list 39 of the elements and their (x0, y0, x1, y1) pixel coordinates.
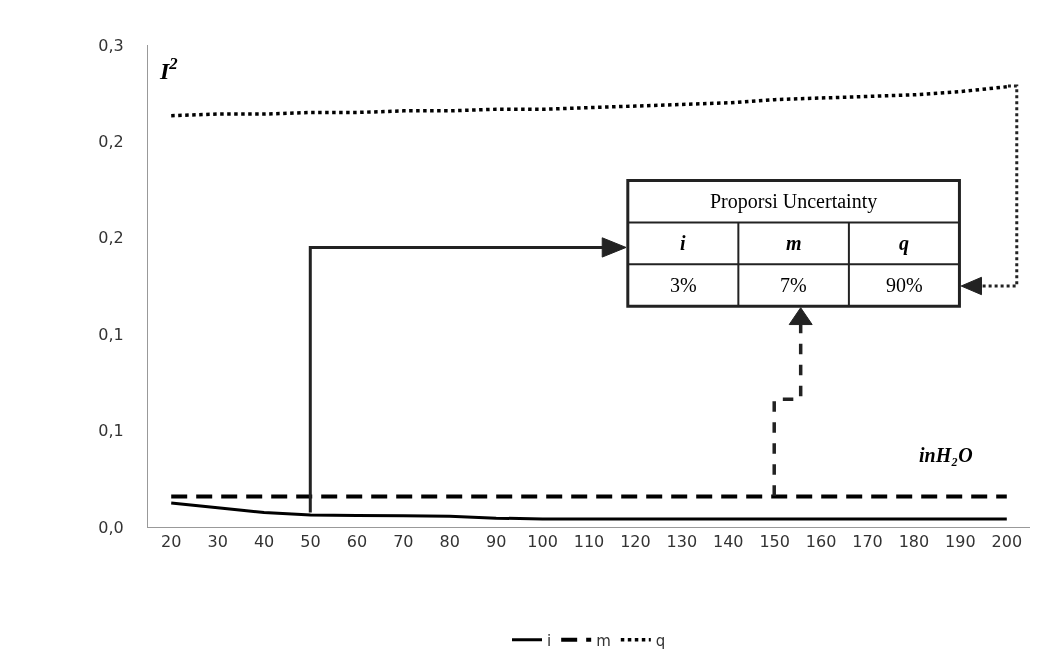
x-tick-label: 200 (991, 532, 1023, 552)
y-axis-title: I$^{2}$ (159, 54, 178, 85)
x-tick-label: 80 (439, 532, 460, 552)
x-tick-label: 30 (207, 532, 228, 552)
y-tick-label: 0,1 (98, 324, 124, 344)
x-tick-label: 150 (759, 532, 790, 552)
annotation: 3% (670, 274, 697, 296)
x-tick-label: 120 (620, 532, 651, 552)
x-tick-label: 170 (852, 532, 883, 552)
y-tick-label: 0,3 (98, 35, 124, 55)
x-tick-label: 160 (805, 532, 837, 552)
annotation: 90% (886, 274, 923, 296)
x-tick-label: 110 (573, 532, 605, 552)
y-tick-label: 0,2 (98, 228, 124, 248)
annotation: m (786, 232, 802, 254)
annotation: 7% (780, 274, 807, 296)
annotation: q (899, 232, 909, 255)
annotation: i (680, 232, 686, 254)
x-tick-label: 180 (898, 532, 930, 552)
x-tick-label: 140 (712, 532, 744, 552)
y-tick-label: 0,1 (98, 421, 124, 441)
line-series (169, 85, 1009, 118)
x-tick-label: 40 (253, 532, 275, 552)
annotation: Proporsi Uncertainty (710, 190, 878, 213)
x-tick-label: 100 (527, 532, 558, 552)
x-tick-label: 20 (161, 532, 182, 552)
legend-label: m (596, 631, 611, 650)
legend-label: i (547, 631, 552, 650)
annotation: inH₂O (919, 444, 973, 466)
x-tick-label: 50 (300, 532, 321, 552)
legend-label: q (655, 631, 666, 650)
x-tick-label: 190 (945, 532, 976, 552)
y-tick-label: 0,0 (98, 517, 124, 537)
y-tick-label: 0,2 (98, 132, 124, 151)
line-series (169, 501, 1009, 521)
x-tick-label: 90 (485, 532, 507, 552)
x-tick-label: 70 (393, 532, 414, 552)
x-tick-label: 130 (666, 532, 698, 552)
x-tick-label: 60 (346, 532, 368, 552)
